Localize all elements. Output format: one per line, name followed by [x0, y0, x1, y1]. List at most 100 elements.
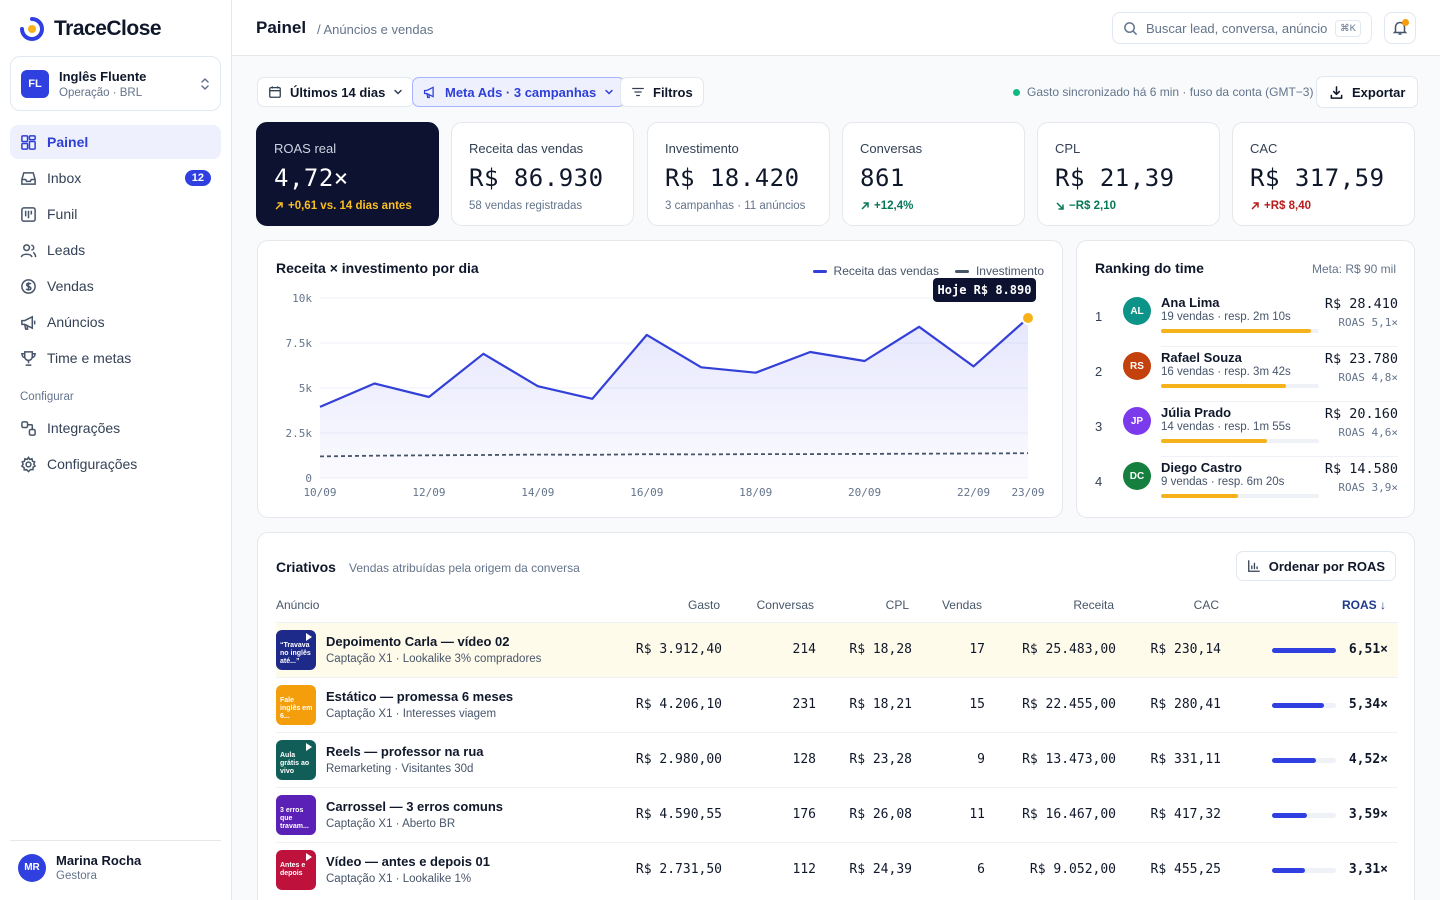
column-header-cpl[interactable]: CPL	[885, 598, 909, 612]
export-label: Exportar	[1352, 84, 1406, 100]
creative-thumbnail[interactable]: Antes e depois	[276, 850, 316, 890]
table-row[interactable]: Fale inglês em 6... Estático — promessa …	[276, 677, 1398, 732]
receita-point	[754, 371, 758, 375]
receita-point	[590, 397, 594, 401]
cell-cpl: R$ 18,21	[849, 697, 912, 712]
table-row[interactable]: “Travava no inglês até...” Depoimento Ca…	[276, 622, 1398, 677]
column-header-roas[interactable]: ROAS ↓	[1341, 598, 1386, 612]
filter-icon	[632, 87, 644, 97]
legend-item-receita[interactable]: Receita das vendas	[812, 264, 939, 278]
ad-name[interactable]: Depoimento Carla — vídeo 02	[326, 634, 510, 649]
sidebar-item-funil[interactable]: Funil	[10, 197, 221, 231]
bar-chart-icon	[1247, 560, 1260, 572]
legend-swatch	[954, 269, 969, 273]
kpi-receita[interactable]: Receita das vendas R$ 86.930 58 vendas r…	[451, 122, 634, 226]
sidebar-item-label: Configurações	[47, 456, 138, 472]
seller-revenue: R$ 20.160	[1324, 406, 1398, 422]
ad-name[interactable]: Reels — professor na rua	[326, 744, 484, 759]
column-header-vendas[interactable]: Vendas	[941, 598, 982, 612]
divider	[1161, 346, 1398, 347]
ranking-row[interactable]: 4 DC Diego Castro 9 vendas · resp. 6m 20…	[1095, 460, 1398, 515]
ad-name[interactable]: Carrossel — 3 erros comuns	[326, 799, 504, 814]
period-select[interactable]: Últimos 14 dias	[257, 77, 415, 107]
notifications-button[interactable]	[1384, 12, 1416, 44]
receita-area	[320, 318, 1028, 478]
period-label: Últimos 14 dias	[290, 84, 386, 100]
workspace-switcher[interactable]: FL Inglês Fluente Operação · BRL	[10, 56, 221, 111]
kpi-cpl[interactable]: CPL R$ 21,39 −R$ 2,10	[1037, 122, 1220, 226]
cell-receita: R$ 22.455,00	[1022, 697, 1116, 712]
roas-bar	[1272, 648, 1336, 653]
search-input[interactable]	[1146, 20, 1328, 36]
table-row[interactable]: 3 erros que travam... Carrossel — 3 erro…	[276, 787, 1398, 842]
rank-position: 3	[1095, 419, 1103, 434]
sidebar-item-time-e-metas[interactable]: Time e metas	[10, 341, 221, 375]
line-chart[interactable]: 0 2.5k 5k 7.5k 10k 10/09 12/09 14/09 16/09 18/09 2…	[258, 241, 1064, 519]
kpi-investimento[interactable]: Investimento R$ 18.420 3 campanhas · 11 …	[647, 122, 830, 226]
search-box[interactable]: ⌘K	[1112, 12, 1372, 44]
column-header-gasto[interactable]: Gasto	[687, 598, 720, 612]
legend-item-investimento[interactable]: Investimento	[954, 264, 1044, 278]
cell-conversas: 176	[792, 807, 816, 822]
receita-point	[699, 365, 703, 369]
table-row[interactable]: Antes e depois Vídeo — antes e depois 01…	[276, 842, 1398, 897]
sidebar-item-configuracoes[interactable]: Configurações	[10, 447, 221, 481]
investimento-point	[1027, 452, 1030, 455]
cell-receita: R$ 25.483,00	[1022, 642, 1116, 657]
workspace-sub: Operação · BRL	[59, 86, 143, 99]
creative-thumbnail[interactable]: “Travava no inglês até...”	[276, 630, 316, 670]
creative-thumbnail[interactable]: Fale inglês em 6...	[276, 685, 316, 725]
avatar: MR	[18, 853, 46, 882]
goal-progress-fill	[1161, 384, 1287, 388]
seller-stats: 16 vendas · resp. 3m 42s	[1161, 366, 1291, 378]
seller-roas: ROAS 5,1×	[1338, 316, 1398, 329]
sidebar-item-anuncios[interactable]: Anúncios	[10, 305, 221, 339]
kpi-roas[interactable]: ROAS real 4,72× +0,61 vs. 14 dias antes	[256, 122, 439, 226]
arrow-down-right-icon	[1056, 202, 1064, 210]
column-header-conversas[interactable]: Conversas	[756, 598, 814, 612]
column-header-cac[interactable]: CAC	[1193, 598, 1219, 612]
filters-label: Filtros	[653, 84, 693, 100]
current-user[interactable]: MR Marina Rocha Gestora	[10, 840, 221, 882]
sidebar-item-painel[interactable]: Painel	[10, 125, 221, 159]
investimento-point	[319, 455, 322, 458]
calendar-icon	[269, 86, 281, 98]
ranking-row[interactable]: 1 AL Ana Lima 19 vendas · resp. 2m 10s R…	[1095, 295, 1398, 350]
kpi-label: CPL	[1055, 141, 1081, 156]
kpi-conversas[interactable]: Conversas 861 +12,4%	[842, 122, 1025, 226]
source-select[interactable]: Meta Ads · 3 campanhas	[412, 77, 626, 107]
roas-bar	[1272, 813, 1336, 818]
table-row[interactable]: Aula grátis ao vivo Reels — professor na…	[276, 732, 1398, 787]
thumbnail-text: 3 erros que travam...	[280, 807, 309, 830]
app-logo[interactable]: TraceClose	[18, 16, 162, 42]
sidebar-item-vendas[interactable]: Vendas	[10, 269, 221, 303]
cell-gasto: R$ 4.206,10	[635, 697, 722, 712]
sidebar-item-integracoes[interactable]: Integrações	[10, 411, 221, 445]
sort-by-roas-button[interactable]: Ordenar por ROAS	[1235, 551, 1396, 581]
export-button[interactable]: Exportar	[1316, 76, 1419, 108]
cell-conversas: 231	[792, 697, 816, 712]
ad-name[interactable]: Estático — promessa 6 meses	[326, 689, 514, 704]
creative-thumbnail[interactable]: 3 erros que travam...	[276, 795, 316, 835]
sidebar-item-inbox[interactable]: Inbox 12	[10, 161, 221, 195]
ranking-row[interactable]: 2 RS Rafael Souza 16 vendas · resp. 3m 4…	[1095, 350, 1398, 405]
ad-name[interactable]: Vídeo — antes e depois 01	[326, 854, 490, 869]
kpi-delta: −R$ 2,10	[1055, 200, 1202, 212]
sidebar-item-leads[interactable]: Leads	[10, 233, 221, 267]
seller-revenue: R$ 14.580	[1324, 461, 1398, 477]
roas-bar-fill	[1272, 703, 1325, 708]
kpi-cac[interactable]: CAC R$ 317,59 +R$ 8,40	[1232, 122, 1415, 226]
filters-button[interactable]: Filtros	[620, 77, 704, 107]
sidebar-item-label: Funil	[47, 206, 78, 222]
kpi-sub: 58 vendas registradas	[469, 200, 583, 212]
creative-thumbnail[interactable]: Aula grátis ao vivo	[276, 740, 316, 780]
x-tick-label: 18/09	[739, 486, 772, 499]
receita-point	[372, 382, 376, 386]
breadcrumb[interactable]: / Anúncios e vendas	[317, 22, 434, 37]
megaphone-icon	[21, 315, 36, 330]
kpi-label: ROAS real	[274, 141, 337, 156]
column-header-receita[interactable]: Receita	[1073, 598, 1114, 612]
roas-bar	[1272, 703, 1336, 708]
column-header-anuncio[interactable]: Anúncio	[276, 598, 320, 612]
ranking-row[interactable]: 3 JP Júlia Prado 14 vendas · resp. 1m 55…	[1095, 405, 1398, 460]
